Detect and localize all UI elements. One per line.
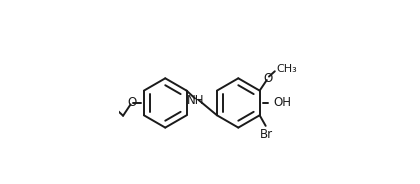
Text: Br: Br [260, 128, 273, 141]
Text: NH: NH [186, 94, 204, 107]
Text: O: O [263, 72, 273, 85]
Text: CH₃: CH₃ [277, 64, 297, 74]
Text: OH: OH [273, 96, 291, 109]
Text: O: O [127, 96, 136, 109]
